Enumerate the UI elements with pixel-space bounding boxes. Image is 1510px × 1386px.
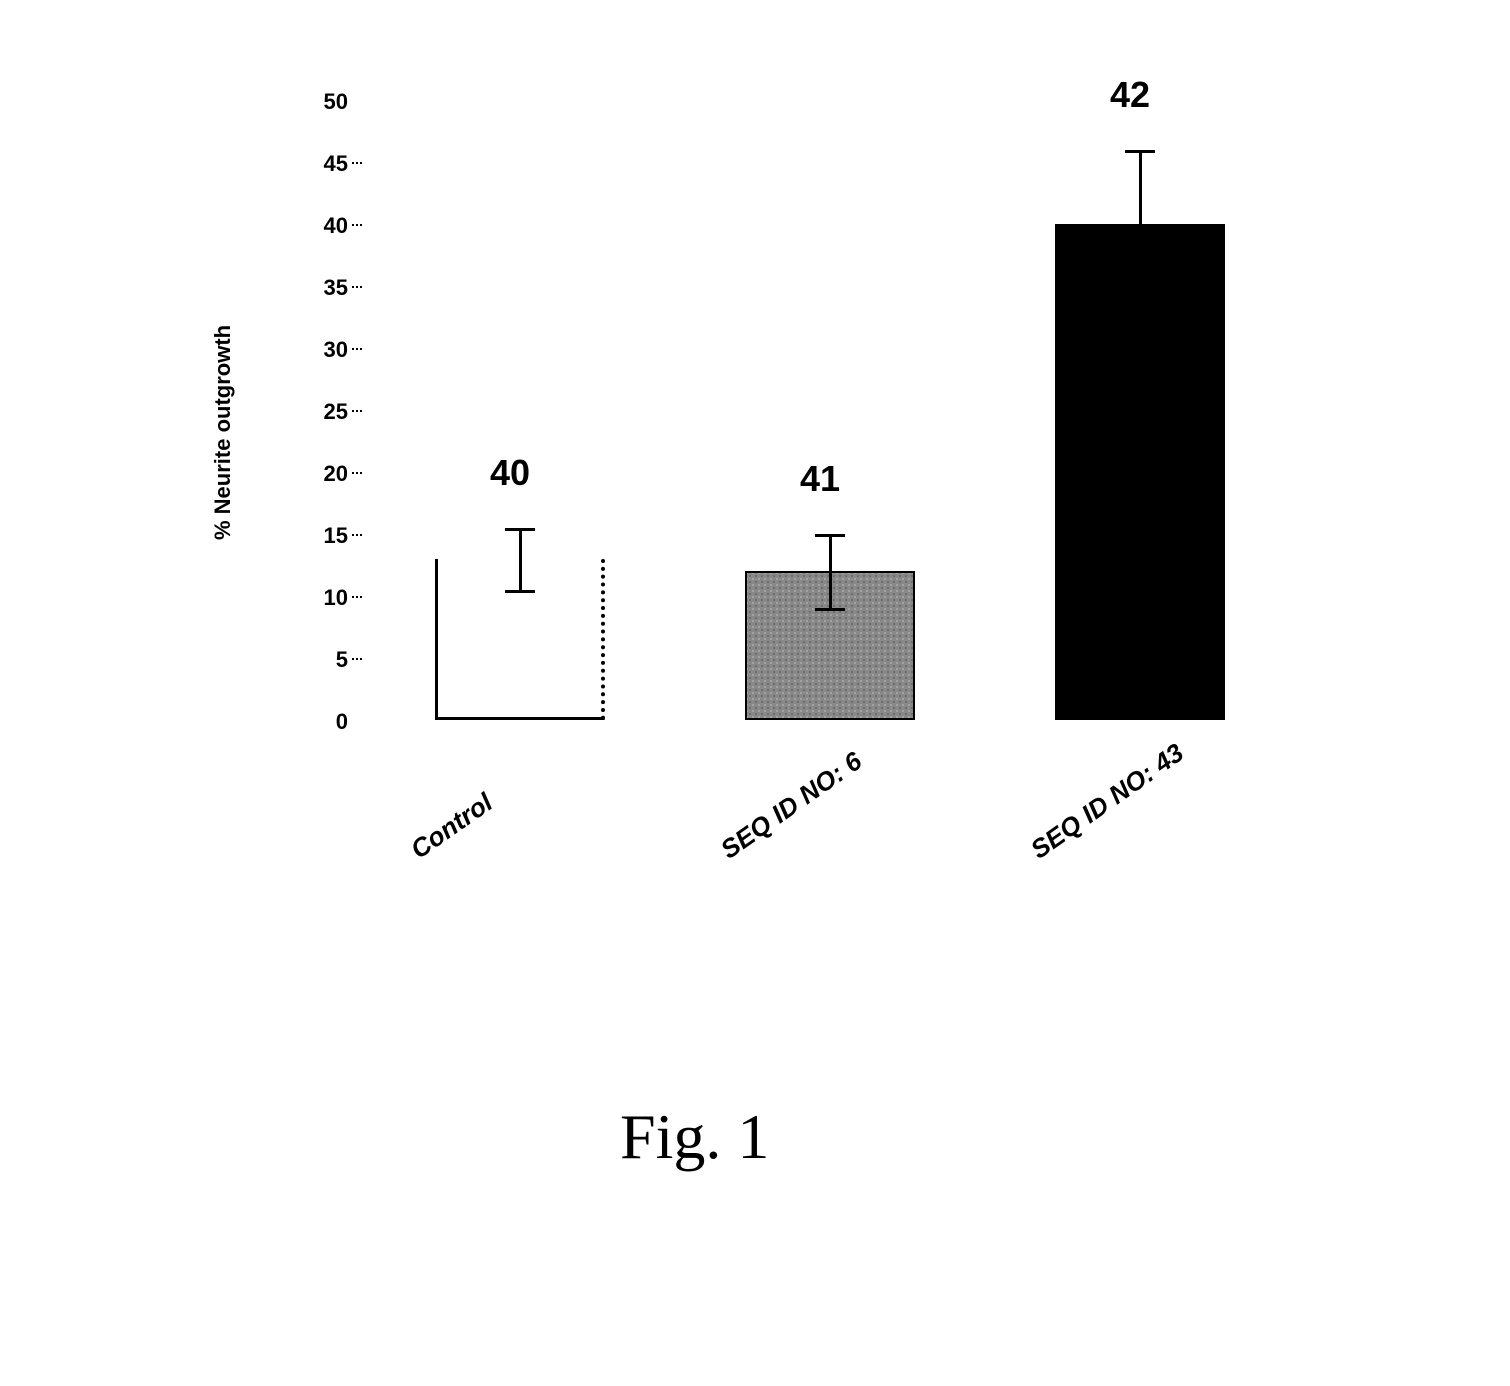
error-cap-top-control xyxy=(505,528,535,531)
ytick-mark xyxy=(352,596,362,598)
ytick-mark xyxy=(352,162,362,164)
callout-seq6: 41 xyxy=(800,458,840,500)
error-stem-control xyxy=(519,528,522,590)
ytick-label: 20 xyxy=(288,461,348,487)
ytick-mark xyxy=(352,286,362,288)
ytick-label: 15 xyxy=(288,523,348,549)
ytick-mark xyxy=(352,658,362,660)
callout-seq43: 42 xyxy=(1110,74,1150,116)
error-cap-bottom-seq43 xyxy=(1125,298,1155,301)
ytick-mark xyxy=(352,472,362,474)
error-cap-bottom-control xyxy=(505,590,535,593)
x-label-control: Control xyxy=(405,787,498,865)
ytick-label: 25 xyxy=(288,399,348,425)
ytick-label: 40 xyxy=(288,213,348,239)
error-stem-seq6 xyxy=(829,534,832,608)
error-cap-bottom-seq6 xyxy=(815,608,845,611)
bar-group-control xyxy=(435,100,605,720)
ytick-label: 35 xyxy=(288,275,348,301)
chart-container: % Neurite outgrowth 0 5 10 15 20 25 30 35 40 45 50… xyxy=(200,80,1300,980)
ytick-mark xyxy=(352,410,362,412)
ytick-mark xyxy=(352,224,362,226)
ytick-label: 5 xyxy=(288,647,348,673)
plot-area: 05101520253035404550404142 xyxy=(360,100,1260,720)
callout-control: 40 xyxy=(490,452,530,494)
ytick-label: 30 xyxy=(288,337,348,363)
ytick-label: 0 xyxy=(288,709,348,735)
ytick-label: 10 xyxy=(288,585,348,611)
figure-caption: Fig. 1 xyxy=(620,1100,769,1174)
x-label-seq6: SEQ ID NO: 6 xyxy=(715,746,868,866)
ytick-label: 50 xyxy=(288,89,348,115)
y-axis-label: % Neurite outgrowth xyxy=(210,325,236,540)
ytick-mark xyxy=(352,534,362,536)
error-stem-seq43 xyxy=(1139,150,1142,299)
ytick-label: 45 xyxy=(288,151,348,177)
error-cap-top-seq6 xyxy=(815,534,845,537)
x-label-seq43: SEQ ID NO: 43 xyxy=(1025,737,1190,865)
bar-group-seq6 xyxy=(745,100,915,720)
error-cap-top-seq43 xyxy=(1125,150,1155,153)
ytick-mark xyxy=(352,348,362,350)
